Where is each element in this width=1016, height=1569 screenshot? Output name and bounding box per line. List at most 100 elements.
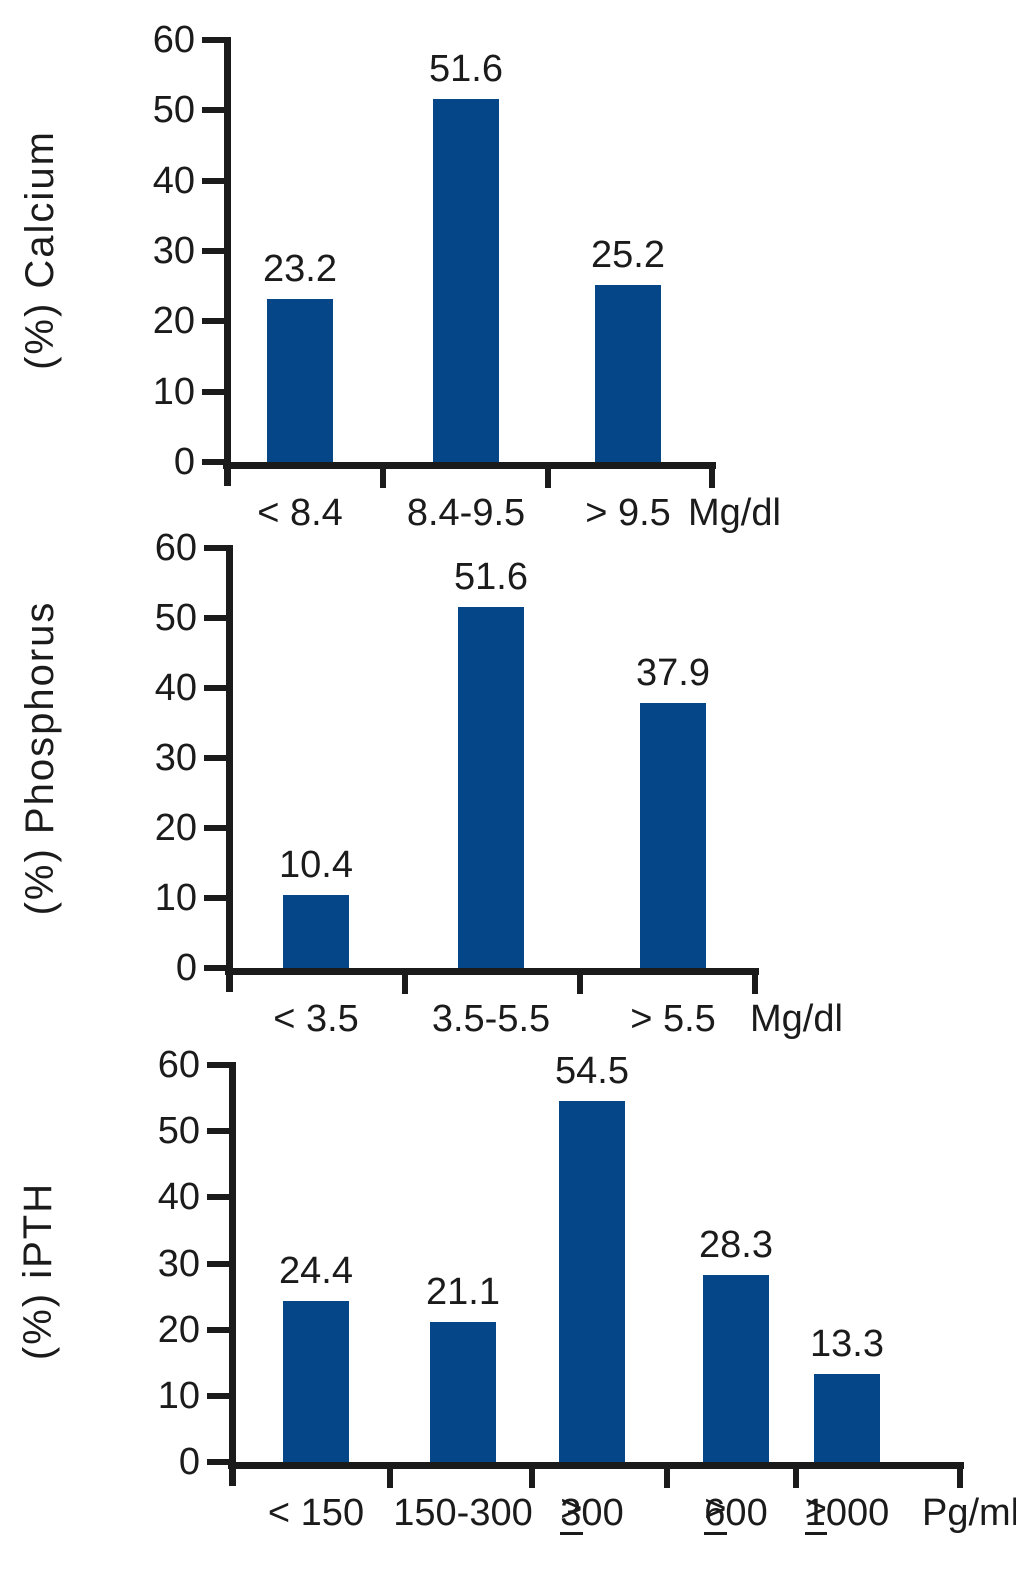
x-tick bbox=[529, 1469, 535, 1488]
bar-value-label: 54.5 bbox=[555, 1050, 629, 1092]
category-label: < 150 bbox=[267, 1492, 365, 1534]
y-tick bbox=[202, 177, 228, 184]
y-tick-label: 50 bbox=[154, 597, 197, 639]
bar-value-label: 13.3 bbox=[810, 1323, 884, 1365]
y-tick-label: 60 bbox=[157, 1044, 200, 1086]
y-tick-label: 60 bbox=[152, 19, 195, 61]
bar-value-label: 23.2 bbox=[263, 248, 337, 290]
y-tick-label: 30 bbox=[157, 1242, 200, 1285]
category-label: >1000 bbox=[804, 1488, 890, 1535]
category-label: 150-300 bbox=[393, 1492, 533, 1534]
y-tick bbox=[207, 1260, 233, 1267]
x-axis-line bbox=[228, 1462, 964, 1469]
bar bbox=[458, 607, 524, 968]
x-tick bbox=[664, 1469, 670, 1488]
y-tick bbox=[202, 459, 228, 465]
y-tick-label: 40 bbox=[157, 1176, 200, 1219]
category-label: >300 bbox=[560, 1488, 624, 1535]
y-tick-label: 10 bbox=[154, 877, 197, 919]
y-tick bbox=[207, 1128, 233, 1135]
x-tick bbox=[402, 975, 408, 994]
bar bbox=[814, 1374, 880, 1462]
greater-equal-sign: > bbox=[804, 1489, 827, 1535]
y-tick-label: 10 bbox=[152, 370, 195, 413]
y-tick bbox=[202, 388, 228, 395]
x-tick bbox=[793, 1469, 799, 1488]
y-axis-line bbox=[224, 37, 231, 486]
x-tick bbox=[380, 469, 386, 488]
y-tick bbox=[204, 545, 230, 551]
bar-value-label: 24.4 bbox=[279, 1250, 353, 1292]
y-tick bbox=[204, 895, 230, 901]
y-tick bbox=[202, 107, 228, 114]
x-axis-unit-label-mgdl-1: Mg/dl bbox=[688, 492, 781, 534]
bar bbox=[640, 703, 706, 968]
x-axis-unit-label-pgml: Pg/ml bbox=[922, 1492, 1016, 1534]
x-axis-unit-label-mgdl-2: Mg/dl bbox=[750, 998, 843, 1040]
bar-value-label: 10.4 bbox=[279, 844, 353, 886]
y-tick bbox=[207, 1326, 233, 1333]
bar bbox=[433, 99, 499, 462]
y-tick-label: 50 bbox=[157, 1110, 200, 1153]
category-label: < 3.5 bbox=[273, 998, 359, 1040]
x-tick bbox=[545, 469, 551, 488]
y-tick bbox=[207, 1194, 233, 1201]
bar-value-label: 37.9 bbox=[636, 652, 710, 694]
x-tick bbox=[709, 469, 715, 488]
x-tick bbox=[577, 975, 583, 994]
y-tick-label: 30 bbox=[152, 230, 195, 272]
y-tick-label: 40 bbox=[152, 159, 195, 202]
y-tick-label: 40 bbox=[154, 667, 197, 709]
x-tick bbox=[957, 1469, 963, 1488]
y-tick-label: 60 bbox=[154, 527, 197, 569]
bar-value-label: 21.1 bbox=[426, 1271, 500, 1313]
category-label: > 5.5 bbox=[630, 998, 716, 1040]
y-tick-label: 20 bbox=[157, 1308, 200, 1351]
y-tick-label: 20 bbox=[154, 807, 197, 849]
y-tick bbox=[207, 1459, 233, 1465]
y-tick bbox=[204, 825, 230, 831]
x-axis-line bbox=[223, 462, 716, 469]
bar-value-label: 28.3 bbox=[699, 1224, 773, 1266]
y-tick-label: 0 bbox=[178, 1441, 200, 1483]
y-tick bbox=[204, 965, 230, 971]
bar bbox=[430, 1322, 496, 1462]
bar-value-label: 51.6 bbox=[429, 48, 503, 90]
bar bbox=[703, 1275, 769, 1462]
bar-value-label: 25.2 bbox=[591, 234, 665, 276]
y-tick bbox=[207, 1392, 233, 1399]
y-axis-title-phosphorus: (%) Phosphorus bbox=[18, 600, 62, 916]
y-tick bbox=[207, 1062, 233, 1068]
y-tick bbox=[202, 37, 228, 43]
category-label: 3.5-5.5 bbox=[431, 998, 551, 1040]
x-axis-line bbox=[225, 968, 759, 975]
y-tick-label: 20 bbox=[152, 300, 195, 343]
y-tick-label: 10 bbox=[157, 1374, 200, 1417]
y-tick-label: 0 bbox=[175, 947, 197, 989]
greater-equal-sign: > bbox=[560, 1489, 583, 1535]
category-label: > 9.5 bbox=[585, 492, 671, 534]
y-tick bbox=[202, 248, 228, 254]
y-tick bbox=[202, 318, 228, 325]
category-label: < 8.4 bbox=[257, 492, 343, 534]
y-axis-title-calcium: (%) Calcium bbox=[18, 130, 62, 370]
y-tick-label: 50 bbox=[152, 89, 195, 132]
bar bbox=[283, 1301, 349, 1462]
y-tick-label: 30 bbox=[154, 737, 197, 779]
bar bbox=[595, 285, 661, 462]
category-label: >600 bbox=[704, 1488, 768, 1535]
y-tick-label: 0 bbox=[173, 441, 195, 483]
x-tick bbox=[752, 975, 758, 994]
y-tick bbox=[204, 685, 230, 691]
bar-value-label: 51.6 bbox=[454, 556, 528, 598]
y-axis-line bbox=[229, 1062, 236, 1486]
greater-equal-sign: > bbox=[704, 1489, 727, 1535]
y-axis-line bbox=[226, 545, 233, 992]
x-tick bbox=[387, 1469, 393, 1488]
bar bbox=[267, 299, 333, 462]
y-axis-title-ipth: (%) iPTH bbox=[16, 1181, 60, 1361]
